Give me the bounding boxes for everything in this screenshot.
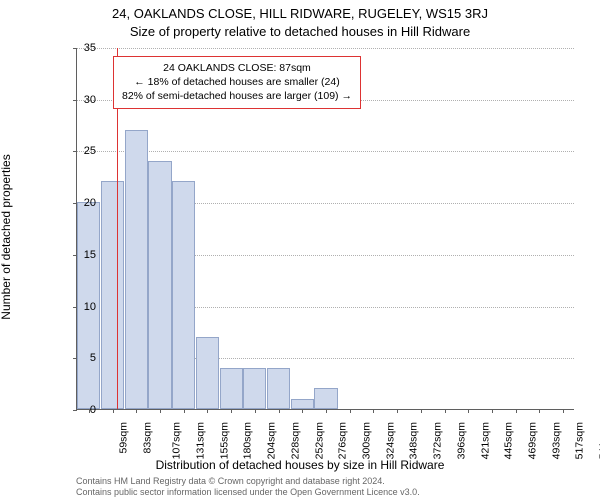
y-tick-label: 35 [72, 42, 96, 54]
y-tick-label: 10 [72, 301, 96, 313]
x-tick-label: 300sqm [360, 422, 372, 459]
x-tick [373, 409, 374, 413]
annotation-line: 24 OAKLANDS CLOSE: 87sqm [122, 61, 352, 75]
annotation-box: 24 OAKLANDS CLOSE: 87sqm← 18% of detache… [113, 56, 361, 109]
x-tick [255, 409, 256, 413]
x-tick-label: 396sqm [455, 422, 467, 459]
x-tick-label: 228sqm [289, 422, 301, 459]
bar [267, 368, 290, 409]
annotation-line: ← 18% of detached houses are smaller (24… [122, 75, 352, 89]
bar [125, 130, 148, 409]
footer-line-2: Contains public sector information licen… [76, 487, 420, 498]
x-tick-label: 276sqm [337, 422, 349, 459]
y-axis-label: Number of detached properties [0, 154, 13, 319]
x-tick [492, 409, 493, 413]
x-tick [326, 409, 327, 413]
x-tick-label: 469sqm [526, 422, 538, 459]
x-tick-label: 445sqm [503, 422, 515, 459]
x-tick-label: 83sqm [141, 422, 153, 454]
x-tick [302, 409, 303, 413]
x-tick [445, 409, 446, 413]
bar [291, 399, 314, 409]
x-tick-label: 324sqm [384, 422, 396, 459]
x-axis-label: Distribution of detached houses by size … [0, 458, 600, 472]
bar [148, 161, 171, 409]
x-tick [160, 409, 161, 413]
bar [172, 181, 195, 409]
x-tick [207, 409, 208, 413]
x-tick-label: 348sqm [408, 422, 420, 459]
x-tick [231, 409, 232, 413]
x-tick [113, 409, 114, 413]
gridline [77, 151, 574, 152]
y-tick-label: 30 [72, 94, 96, 106]
x-tick [468, 409, 469, 413]
y-tick-label: 5 [72, 352, 96, 364]
x-tick-label: 204sqm [266, 422, 278, 459]
y-tick-label: 20 [72, 197, 96, 209]
x-tick-label: 517sqm [574, 422, 586, 459]
x-tick-label: 155sqm [218, 422, 230, 459]
x-tick [539, 409, 540, 413]
x-tick-label: 180sqm [242, 422, 254, 459]
x-tick [421, 409, 422, 413]
bar [101, 181, 124, 409]
x-tick-label: 59sqm [117, 422, 129, 454]
x-tick-label: 493sqm [550, 422, 562, 459]
gridline [77, 48, 574, 49]
x-tick-label: 421sqm [479, 422, 491, 459]
footer-line-1: Contains HM Land Registry data © Crown c… [76, 476, 420, 487]
x-tick [516, 409, 517, 413]
chart-title: Size of property relative to detached ho… [0, 24, 600, 39]
y-tick-label: 25 [72, 145, 96, 157]
x-tick-label: 252sqm [313, 422, 325, 459]
x-tick [136, 409, 137, 413]
bar [220, 368, 243, 409]
x-tick [350, 409, 351, 413]
plot-area: 24 OAKLANDS CLOSE: 87sqm← 18% of detache… [76, 48, 574, 410]
y-tick-label: 0 [72, 404, 96, 416]
x-tick [397, 409, 398, 413]
x-tick-label: 107sqm [171, 422, 183, 459]
annotation-line: 82% of semi-detached houses are larger (… [122, 89, 352, 103]
footer: Contains HM Land Registry data © Crown c… [76, 476, 420, 498]
suptitle: 24, OAKLANDS CLOSE, HILL RIDWARE, RUGELE… [0, 6, 600, 21]
x-tick [563, 409, 564, 413]
bar [196, 337, 219, 409]
x-tick-label: 131sqm [194, 422, 206, 459]
x-tick-label: 372sqm [432, 422, 444, 459]
bar [243, 368, 266, 409]
bar [314, 388, 337, 409]
x-tick [184, 409, 185, 413]
y-tick-label: 15 [72, 249, 96, 261]
x-tick [279, 409, 280, 413]
